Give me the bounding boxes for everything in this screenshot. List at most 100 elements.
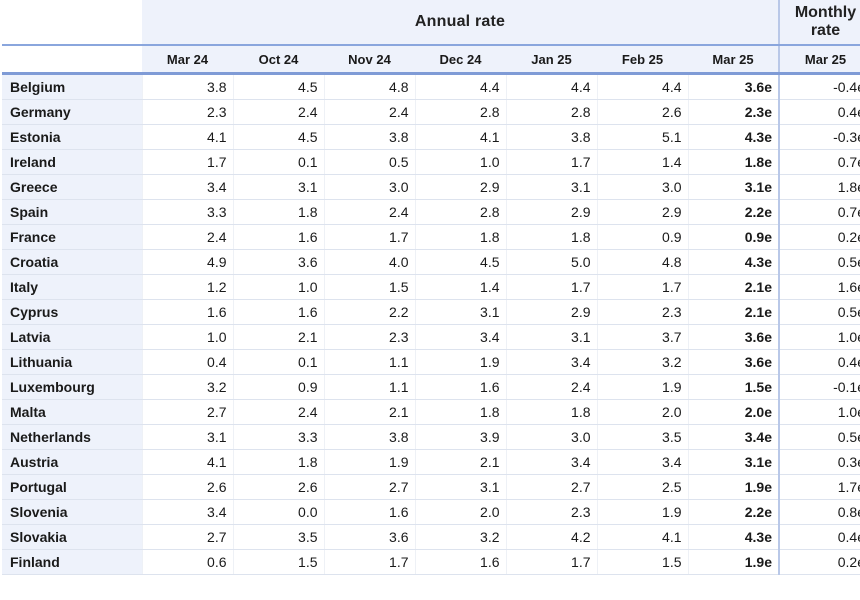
table-cell: 1.6 [414,374,506,400]
table-cell: 4.9 [141,249,233,275]
table-cell: 3.0 [323,174,415,200]
table-cell: 1.9 [414,349,506,375]
table-cell: 3.4 [414,324,506,350]
table-cell: 4.1 [141,449,233,475]
table-cell: 0.7e [778,149,860,175]
table-cell: 4.1 [596,524,688,550]
table-cell: 3.2 [596,349,688,375]
table-cell: 0.9e [687,224,779,250]
table-cell: 0.4e [778,524,860,550]
table-cell: 2.5 [596,474,688,500]
table-cell: 0.0 [232,499,324,525]
column-header: Mar 25 [778,45,860,75]
table-cell: 3.1 [141,424,233,450]
country-name: Italy [2,274,142,300]
country-name: Luxembourg [2,374,142,400]
country-name: Belgium [2,73,142,100]
table-cell: 1.6 [323,499,415,525]
country-name: Croatia [2,249,142,275]
table-cell: 1.7 [141,149,233,175]
table-cell: 1.0 [232,274,324,300]
table-cell: 3.3 [141,199,233,225]
table-cell: 3.8 [141,73,233,100]
table-cell: 4.3e [687,524,779,550]
table-cell: 1.2 [141,274,233,300]
table-cell: 4.0 [323,249,415,275]
country-name: Portugal [2,474,142,500]
table-cell: 1.6 [232,224,324,250]
table-cell: 1.9 [596,499,688,525]
country-name: Spain [2,199,142,225]
table-cell: 4.1 [141,124,233,150]
table-cell: 1.1 [323,374,415,400]
table-cell: 4.3e [687,249,779,275]
table-cell: 2.0 [596,399,688,425]
table-cell: 4.2 [505,524,597,550]
table-cell: 1.7 [505,149,597,175]
table-cell: 3.4 [505,349,597,375]
country-name: Greece [2,174,142,200]
table-cell: 2.4 [505,374,597,400]
country-name: Ireland [2,149,142,175]
column-header: Dec 24 [415,45,506,75]
table-cell: 1.4 [596,149,688,175]
table-cell: 5.1 [596,124,688,150]
table-cell: 3.7 [596,324,688,350]
table-cell: 4.5 [232,73,324,100]
table-cell: 1.7e [778,474,860,500]
country-name: Estonia [2,124,142,150]
table-cell: 3.2 [414,524,506,550]
table-cell: 0.9 [232,374,324,400]
table-cell: 2.9 [596,199,688,225]
table-cell: 2.9 [505,199,597,225]
table-cell: 2.2e [687,499,779,525]
table-cell: -0.4e [778,73,860,100]
table-cell: 5.0 [505,249,597,275]
header-row-months: Mar 24 Oct 24 Nov 24 Dec 24 Jan 25 Feb 2… [2,45,860,75]
table-cell: 2.8 [414,199,506,225]
column-header: Nov 24 [324,45,415,75]
table-cell: 2.2 [323,299,415,325]
table-cell: 2.3 [505,499,597,525]
country-name: Slovakia [2,524,142,550]
table-cell: 3.6e [687,73,779,100]
table-cell: 3.5 [232,524,324,550]
header-row-top: Annual rate Monthly rate [2,0,860,46]
country-name: France [2,224,142,250]
table-cell: 4.1 [414,124,506,150]
table-cell: 3.0 [596,174,688,200]
table-cell: 4.3e [687,124,779,150]
table-cell: 3.6e [687,324,779,350]
table-cell: 1.0 [141,324,233,350]
table-cell: 3.2 [141,374,233,400]
country-name: Finland [2,549,142,575]
table-cell: 3.4 [505,449,597,475]
table-cell: 2.4 [232,399,324,425]
table-cell: 1.5 [232,549,324,575]
table-cell: 2.3 [323,324,415,350]
table-cell: 1.7 [323,549,415,575]
table-cell: 1.8 [505,399,597,425]
header-corner [2,0,142,46]
monthly-rate-header-line2: rate [810,22,841,39]
column-header: Oct 24 [233,45,324,75]
table-cell: 1.6 [141,299,233,325]
column-header: Mar 24 [142,45,233,75]
table-cell: 2.6 [232,474,324,500]
country-name: Latvia [2,324,142,350]
table-cell: 1.9 [596,374,688,400]
table-cell: 1.8 [232,199,324,225]
table-cell: 2.4 [323,199,415,225]
table-cell: 3.4 [141,174,233,200]
table-cell: 2.3 [141,99,233,125]
